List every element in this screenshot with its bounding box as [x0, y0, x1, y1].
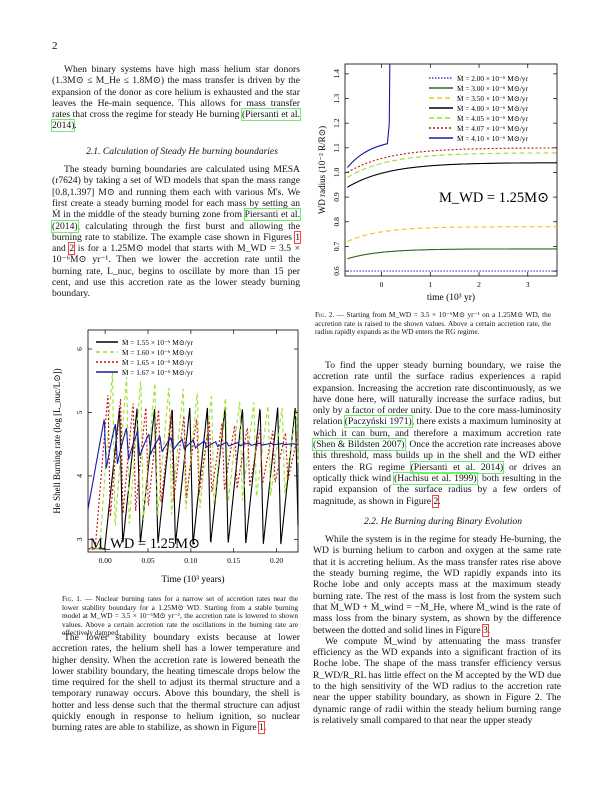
left-column-bottom: The lower stability boundary exists beca…: [52, 632, 300, 735]
fig1-ylabel: He Shell Burning rate (log [L_nuc/L⊙]): [52, 368, 62, 513]
figure-ref-2b[interactable]: 2: [432, 494, 440, 508]
fig1-xtick-label: 0.05: [141, 556, 154, 565]
fig2-legend-label: Ṁ = 4.00 × 10⁻⁶ M⊙/yr: [457, 104, 529, 113]
fig2-legend-label: Ṁ = 3.50 × 10⁻⁶ M⊙/yr: [457, 94, 529, 103]
fig1-ytick-label: 5: [75, 410, 84, 414]
fig1-legend: Ṁ = 1.55 × 10⁻⁶ M⊙/yrṀ = 1.60 × 10⁻⁶ M⊙/…: [96, 338, 194, 377]
lower-boundary-paragraph: The lower stability boundary exists beca…: [52, 632, 300, 735]
fig2-legend-label: Ṁ = 3.00 × 10⁻⁶ M⊙/yr: [457, 84, 529, 93]
fig2-series-line: [347, 152, 557, 178]
fig1-legend-label: Ṁ = 1.67 × 10⁻⁶ M⊙/yr: [122, 368, 194, 377]
fig2-legend-label: Ṁ = 2.00 × 10⁻⁶ M⊙/yr: [457, 74, 529, 83]
fig2-ytick-label: 1.2: [332, 118, 341, 128]
figure-2-chart: 0 1 2 3 0.6 0.7 0.8 0.9 1.0 1.1 1.2 1.3 1.4 Ṁ = 2.00…: [317, 63, 558, 303]
fig2-xtick-label: 0: [380, 280, 384, 289]
fig2-frame: [344, 63, 558, 277]
intro-paragraph: When binary systems have high mass heliu…: [51, 64, 301, 133]
right-column: To find the upper steady burning boundar…: [312, 360, 562, 726]
citation-piersanti-2014b[interactable]: (Piersanti et al. 2014): [409, 460, 505, 474]
figure-1-caption: Fig. 1. — Nuclear burning rates for a na…: [62, 594, 298, 638]
fig2-legend-label: Ṁ = 4.05 × 10⁻⁶ M⊙/yr: [457, 114, 529, 123]
fig2-ytick-label: 1.3: [332, 94, 341, 104]
fig2-series-line: [347, 63, 391, 168]
fig2-xlabel: time (10³ yr): [427, 292, 475, 303]
fig1-ticks: 0.00 0.05 0.10 0.15 0.20 3 4 5 6: [75, 330, 298, 565]
fig2-series-line: [347, 248, 557, 260]
fig2-series-line: [347, 226, 557, 243]
fig2-series-line: [347, 162, 557, 188]
upper-boundary-paragraph: To find the upper steady burning boundar…: [312, 360, 562, 508]
fig1-legend-label: Ṁ = 1.65 × 10⁻⁶ M⊙/yr: [122, 358, 194, 367]
fig1-ytick-label: 4: [75, 474, 84, 478]
fig1-xlabel: Time (10³ years): [161, 574, 224, 585]
figure-ref-1[interactable]: 1: [294, 230, 301, 244]
fig2-ytick-label: 1.1: [332, 143, 341, 153]
fig1-ytick-label: 3: [75, 537, 84, 541]
fig1-legend-label: Ṁ = 1.55 × 10⁻⁶ M⊙/yr: [122, 338, 194, 347]
fig2-legend: Ṁ = 2.00 × 10⁻⁶ M⊙/yrṀ = 3.00 × 10⁻⁶ M⊙/…: [429, 74, 529, 143]
citation-paczynski[interactable]: (Paczyński 1971): [343, 415, 413, 429]
fig2-xtick-label: 3: [526, 280, 530, 289]
citation-piersanti[interactable]: (Piersanti et al. 2014): [51, 108, 301, 133]
fig1-frame: [87, 329, 299, 553]
fig2-ticks: 0 1 2 3 0.6 0.7 0.8 0.9 1.0 1.1 1.2 1.3 1.4: [332, 64, 557, 289]
fig2-ytick-label: 0.9: [332, 192, 341, 202]
figure-2-caption: Fig. 2. — Starting from M_WD = 3.5 × 10⁻…: [315, 310, 551, 337]
fig2-ytick-label: 0.6: [332, 266, 341, 276]
fig1-xtick-label: 0.10: [184, 556, 197, 565]
figure-ref-1b[interactable]: 1: [258, 721, 265, 735]
fig1-series-line: [88, 407, 299, 550]
fig2-annotation: M_WD = 1.25M⊙: [439, 190, 549, 206]
citation-hachisu[interactable]: (Hachisu et al. 1999): [393, 471, 478, 485]
fig1-series-line: [88, 395, 299, 550]
fig2-ylabel: WD radius (10⁻² R/R⊙): [317, 126, 327, 214]
fig1-xtick-label: 0.00: [99, 556, 112, 565]
fig1-series-line: [87, 419, 298, 510]
fig2-legend-label: Ṁ = 4.10 × 10⁻⁶ M⊙/yr: [457, 134, 529, 143]
fig2-xtick-label: 2: [477, 280, 481, 289]
fig1-xtick-label: 0.20: [270, 556, 283, 565]
citation-piersanti-2014[interactable]: Piersanti et al. (2014): [51, 208, 301, 233]
fig2-ytick-label: 1.4: [332, 69, 341, 79]
left-column-top: When binary systems have high mass heliu…: [51, 64, 301, 300]
fig2-xtick-label: 1: [428, 280, 432, 289]
fig2-ytick-label: 0.7: [332, 241, 341, 251]
figure-1-chart: 0.00 0.05 0.10 0.15 0.20 3 4 5 6 Ṁ = 1.55 × 10⁻⁶…: [52, 329, 299, 585]
binary-evolution-paragraph: While the system is in the regime for st…: [313, 534, 561, 637]
fig2-series-line: [347, 147, 557, 173]
figure-ref-3[interactable]: 3: [482, 623, 489, 637]
section-heading-2-2: 2.2. He Burning during Binary Evolution: [363, 515, 523, 527]
fig1-curves: [87, 371, 299, 550]
figure-ref-2[interactable]: 2: [68, 242, 76, 256]
fig2-ytick-label: 1.0: [332, 168, 341, 178]
fig1-annotation: M_WD = 1.25M⊙: [90, 536, 200, 552]
fig1-xtick-label: 0.15: [227, 556, 240, 565]
wind-paragraph: We compute Ṁ_wind by attenuating the mas…: [313, 635, 561, 726]
fig2-ytick-label: 0.8: [332, 217, 341, 227]
fig1-ytick-label: 6: [75, 347, 84, 351]
citation-shen-bildsten[interactable]: (Shen & Bildsten 2007): [312, 438, 406, 452]
fig2-legend-label: Ṁ = 4.07 × 10⁻⁶ M⊙/yr: [457, 124, 529, 133]
fig2-curves: [347, 63, 557, 272]
paragraph-2-1: The steady burning boundaries are calcul…: [51, 164, 301, 300]
fig1-legend-label: Ṁ = 1.60 × 10⁻⁶ M⊙/yr: [122, 348, 194, 357]
page-number: 2: [52, 40, 58, 52]
section-heading-2-1: 2.1. Calculation of Steady He burning bo…: [86, 145, 278, 157]
